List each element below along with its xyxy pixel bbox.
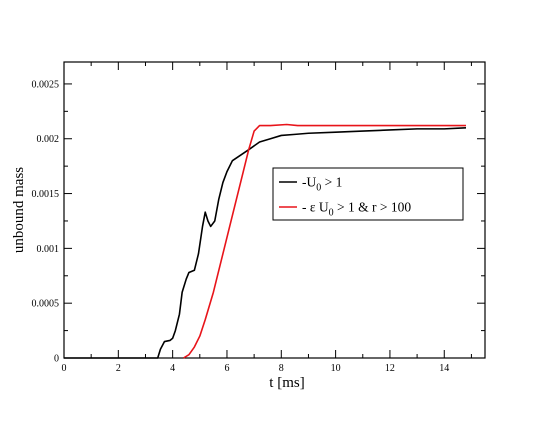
legend-label-0: -U0 > 1 [302, 175, 342, 194]
x-tick-label: 10 [331, 363, 341, 374]
series-lines [64, 123, 467, 359]
x-tick-label: 4 [170, 363, 175, 374]
x-tick-label: 6 [224, 363, 229, 374]
legend-label-1: - ε U0 > 1 & r > 100 [302, 200, 411, 219]
legend-label-suffix: > 1 & r > 100 [334, 200, 412, 215]
legend-box [272, 167, 464, 221]
y-tick-label: 0.0015 [32, 189, 60, 200]
legend-label-subscript: 0 [316, 183, 321, 194]
y-tick-label: 0.002 [37, 134, 60, 145]
x-tick-label: 8 [279, 363, 284, 374]
x-tick-label: 2 [116, 363, 121, 374]
legend-label-suffix: > 1 [321, 175, 342, 190]
axis-tick-labels: 0 2 4 6 8 10 12 14 0 0.0005 0.001 0.0015 0.002 0.0025 [32, 79, 450, 374]
x-tick-label: 12 [385, 363, 395, 374]
x-tick-label: 0 [62, 363, 67, 374]
y-tick-label: 0 [54, 354, 59, 365]
y-tick-label: 0.0025 [32, 79, 60, 90]
y-tick-label: 0.0005 [32, 299, 60, 310]
legend: -U0 > 1- ε U0 > 1 & r > 100 [272, 167, 464, 221]
series-line-1 [183, 123, 466, 359]
legend-label-prefix: -U [302, 175, 316, 190]
y-tick-label: 0.001 [37, 244, 60, 255]
x-axis-label: t [ms] [269, 375, 304, 391]
y-axis-label: unbound mass [11, 167, 27, 253]
axis-ticks [63, 62, 485, 359]
series-line-0 [64, 126, 467, 359]
legend-entries: -U0 > 1- ε U0 > 1 & r > 100 [279, 175, 411, 219]
x-tick-label: 14 [439, 363, 449, 374]
legend-label-subscript: 0 [329, 208, 334, 219]
legend-label-prefix: - ε U [302, 200, 329, 215]
